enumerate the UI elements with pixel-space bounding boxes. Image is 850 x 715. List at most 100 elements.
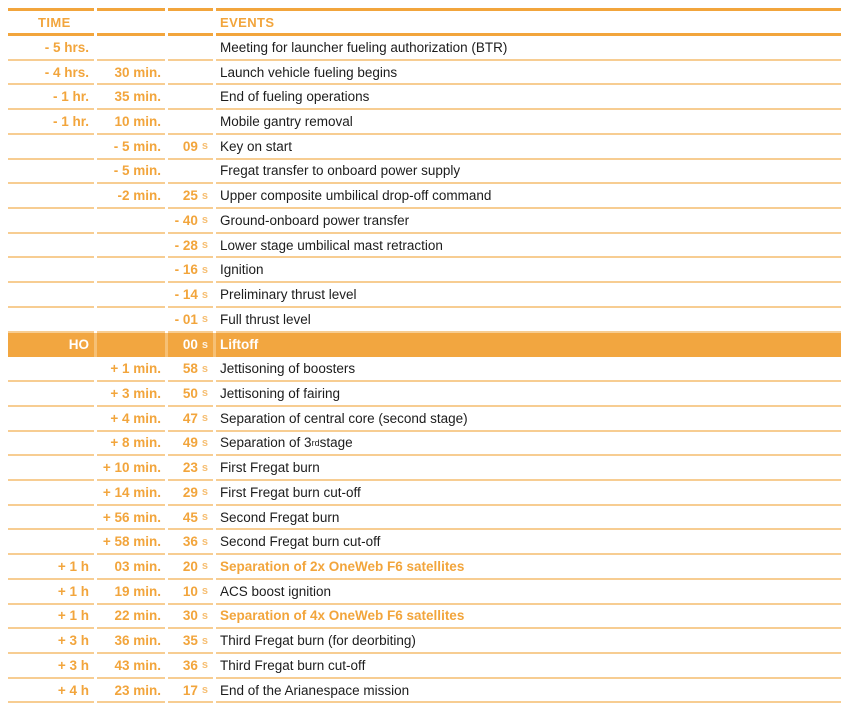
table-row: - 1 hr. 10 min. Mobile gantry removal [8,110,841,135]
seconds-unit: s [201,585,208,598]
time-hours-cell [8,184,94,210]
seconds-unit: s [201,239,208,252]
launch-timeline-table: TIME EVENTS - 5 hrs. Meeting for launche… [8,8,841,704]
event-cell: Separation of 4x OneWeb F6 satellites [216,605,841,630]
seconds-value: - 01 [174,311,198,327]
time-hours-cell [8,234,94,259]
seconds-unit: s [201,436,208,449]
event-cell: ACS boost ignition [216,580,841,605]
time-seconds-cell: 20 s [168,555,213,580]
table-row: + 1 h 19 min. 10 s ACS boost ignition [8,580,841,605]
table-row: + 4 min. 47 s Separation of central core … [8,407,841,432]
timeline-rows: - 5 hrs. Meeting for launcher fueling au… [8,36,841,704]
time-seconds-cell: 36 s [168,654,213,679]
time-hours-cell: - 1 hr. [8,85,94,111]
time-minutes-cell [97,308,165,333]
events-column-header: EVENTS [216,8,841,36]
table-row: - 01 s Full thrust level [8,308,841,333]
time-minutes-cell: 10 min. [97,110,165,135]
table-row: + 1 h 03 min. 20 s Separation of 2x OneWe… [8,555,841,580]
event-cell: Third Fregat burn (for deorbiting) [216,629,841,654]
seconds-value: 35 [182,633,198,649]
table-row: - 4 hrs. 30 min. Launch vehicle fueling … [8,61,841,86]
time-hours-cell [8,357,94,383]
event-cell: Second Fregat burn [216,506,841,531]
seconds-unit: s [201,288,208,301]
table-row: + 3 h 43 min. 36 s Third Fregat burn cut-… [8,654,841,679]
event-cell: Jettisoning of fairing [216,382,841,407]
time-minutes-cell [97,209,165,234]
table-row: HO 00 s Liftoff [8,332,841,358]
seconds-value: 00 [182,337,198,353]
time-seconds-cell: 10 s [168,580,213,605]
time-seconds-cell [168,36,213,61]
event-cell: First Fregat burn [216,456,841,481]
time-seconds-cell [168,160,213,185]
time-seconds-cell: - 16 s [168,258,213,284]
time-minutes-cell: 23 min. [97,679,165,704]
time-minutes-cell: -2 min. [97,184,165,210]
event-cell: Preliminary thrust level [216,283,841,308]
time-hours-cell: - 5 hrs. [8,36,94,61]
time-seconds-cell: 23 s [168,456,213,481]
time-minutes-cell: + 58 min. [97,530,165,556]
event-cell: Mobile gantry removal [216,110,841,135]
event-cell: Separation of 2x OneWeb F6 satellites [216,555,841,580]
time-minutes-cell: 43 min. [97,654,165,679]
time-seconds-cell: 58 s [168,357,213,383]
table-row: - 5 min. 09 s Key on start [8,135,841,160]
time-hours-cell: - 4 hrs. [8,61,94,86]
time-seconds-cell: 30 s [168,605,213,630]
header-spacer-minutes [97,8,165,36]
time-minutes-cell: - 5 min. [97,135,165,160]
time-seconds-cell: 25 s [168,184,213,210]
seconds-unit: s [201,659,208,672]
time-minutes-cell: + 10 min. [97,456,165,481]
time-hours-cell [8,432,94,457]
time-seconds-cell: 35 s [168,629,213,654]
seconds-value: 10 [182,583,198,599]
seconds-unit: s [201,140,208,153]
seconds-value: 17 [182,682,198,698]
time-minutes-cell: 19 min. [97,580,165,605]
time-seconds-cell: 36 s [168,530,213,556]
event-cell: Second Fregat burn cut-off [216,530,841,556]
time-seconds-cell: 09 s [168,135,213,160]
time-seconds-cell: 29 s [168,481,213,506]
seconds-unit: s [201,313,208,326]
seconds-value: - 16 [174,262,198,278]
table-row: + 3 min. 50 s Jettisoning of fairing [8,382,841,407]
seconds-value: 58 [182,361,198,377]
table-row: + 3 h 36 min. 35 s Third Fregat burn (for… [8,629,841,654]
time-hours-cell [8,506,94,531]
table-row: + 1 min. 58 s Jettisoning of boosters [8,357,841,383]
time-minutes-cell [97,332,165,358]
table-row: + 56 min. 45 s Second Fregat burn [8,506,841,531]
time-seconds-cell: - 28 s [168,234,213,259]
seconds-value: 29 [182,484,198,500]
time-hours-cell: HO [8,332,94,358]
time-hours-cell: + 3 h [8,654,94,679]
time-minutes-cell: 22 min. [97,605,165,630]
time-seconds-cell: - 14 s [168,283,213,308]
time-seconds-cell: - 01 s [168,308,213,333]
event-cell: Ground-onboard power transfer [216,209,841,234]
time-minutes-cell: + 14 min. [97,481,165,506]
seconds-unit: s [201,412,208,425]
event-cell: Third Fregat burn cut-off [216,654,841,679]
table-row: + 14 min. 29 s First Fregat burn cut-off [8,481,841,506]
seconds-unit: s [201,560,208,573]
table-row: + 1 h 22 min. 30 s Separation of 4x OneWe… [8,605,841,630]
time-minutes-cell: 03 min. [97,555,165,580]
time-minutes-cell: - 5 min. [97,160,165,185]
event-cell: Separation of central core (second stage… [216,407,841,432]
time-seconds-cell: 49 s [168,432,213,457]
seconds-unit: s [201,461,208,474]
seconds-value: 45 [182,509,198,525]
time-hours-cell [8,258,94,284]
seconds-value: 09 [182,138,198,154]
seconds-unit: s [201,634,208,647]
table-row: -2 min. 25 s Upper composite umbilical dr… [8,184,841,210]
